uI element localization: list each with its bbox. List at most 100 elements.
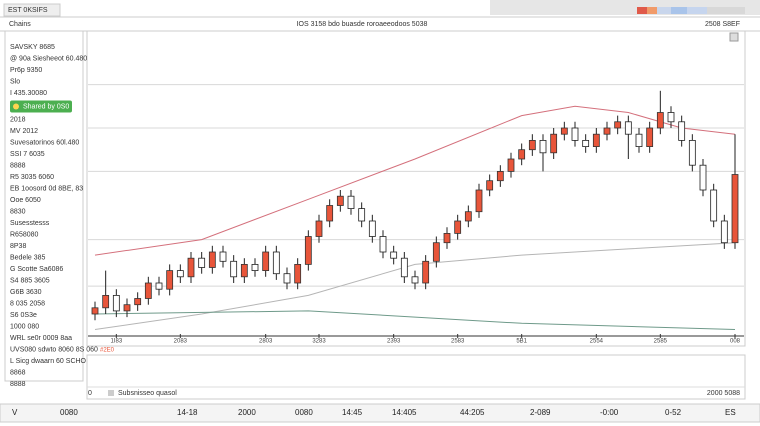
candle-body xyxy=(571,127,579,141)
candle-body xyxy=(390,251,398,259)
swatch xyxy=(671,7,687,14)
footer-cell: V xyxy=(12,408,18,417)
header-right: 2508 S8EF xyxy=(705,21,740,28)
candle-body xyxy=(272,251,280,275)
sidebar-item: 8888 xyxy=(10,162,26,169)
sidebar-item: R658080 xyxy=(10,231,39,238)
overlay-line xyxy=(94,242,736,330)
sidebar-item: S6 0S3e xyxy=(10,312,37,319)
candle-body xyxy=(144,282,152,299)
share-label[interactable]: Shared by 0S0 xyxy=(23,103,69,110)
sidebar-item: EB 1oosord 0d 8BE, 83 xyxy=(10,185,83,192)
candle-body xyxy=(422,260,430,284)
footer-cell: 44:205 xyxy=(460,408,485,417)
candle-body xyxy=(315,220,323,237)
x-tick-label: 2583 xyxy=(451,339,465,345)
candle-body xyxy=(528,139,536,151)
candle-body xyxy=(731,174,739,244)
candle-body xyxy=(123,304,131,312)
sidebar-item: Susesstesss xyxy=(10,220,50,227)
badge: EST 0KSIFS xyxy=(8,7,48,14)
share-button[interactable] xyxy=(10,100,72,113)
sidebar-item: G6B 3630 xyxy=(10,289,42,296)
footer-cell: 14:45 xyxy=(342,408,363,417)
footer-cell: -0:00 xyxy=(600,408,619,417)
swatch xyxy=(687,7,707,14)
sidebar-item: Pr6p 9350 xyxy=(10,67,42,74)
candle-body xyxy=(592,133,600,147)
candle-body xyxy=(155,282,163,290)
x-tick-label: 008 xyxy=(730,339,741,345)
candle-body xyxy=(507,158,515,172)
sidebar-item: 8888 xyxy=(10,381,26,388)
candle-body xyxy=(294,263,302,284)
candle-body xyxy=(486,180,494,191)
share-icon xyxy=(13,103,19,110)
sidebar-item: SAVSKY 8685 xyxy=(10,44,55,51)
sidebar-item: L Sicg dwaarn 60 SCHO xyxy=(10,358,87,365)
sidebar-item: WRL se0r 0009 8aa xyxy=(10,335,72,342)
candle-body xyxy=(699,164,707,191)
chart-panel xyxy=(86,30,746,347)
x-tick-label: 2554 xyxy=(590,339,604,345)
candle-body xyxy=(464,211,472,222)
candle-body xyxy=(475,189,483,213)
footer-cell: 0080 xyxy=(60,408,78,417)
lower-panel xyxy=(86,354,746,400)
sidebar-item: SSI 7 6035 xyxy=(10,151,45,158)
footer-cell: ES xyxy=(725,408,736,417)
x-tick-label: 1I83 xyxy=(110,339,122,345)
footer-cell: 0-52 xyxy=(665,408,682,417)
candle-body xyxy=(368,220,376,237)
header-center: IOS 3158 bdo buasde roroaeeodoos 5038 xyxy=(297,21,428,28)
candle-body xyxy=(176,270,184,278)
candle-body xyxy=(720,220,728,244)
sidebar-item: Suvesatorinos 60l.480 xyxy=(10,139,79,146)
candle-body xyxy=(379,236,387,253)
footer xyxy=(0,403,760,423)
lower-left: 0 xyxy=(88,390,92,397)
candle-body xyxy=(667,112,675,123)
candle-body xyxy=(646,127,654,148)
candle-body xyxy=(688,139,696,166)
sidebar-item: UVS080 sdwto 8060 8S 060 xyxy=(10,346,98,353)
candle-body xyxy=(187,257,195,278)
candle-body xyxy=(582,139,590,147)
x-tick-label: 2083 xyxy=(174,339,188,345)
sidebar-item: 8830 xyxy=(10,208,26,215)
sidebar-item: @ 90a Siesheeot 60.480 xyxy=(10,55,87,62)
candle-body xyxy=(304,236,312,265)
lower-legend: Subsnisseo quasol xyxy=(118,390,177,397)
sidebar-item: 8P38 xyxy=(10,243,26,250)
sidebar-item: MV 2012 xyxy=(10,128,38,135)
footer-cell: 14:405 xyxy=(392,408,417,417)
marker-label: #2E0 xyxy=(100,348,115,354)
candle-body xyxy=(240,263,248,278)
x-tick-label: 2803 xyxy=(259,339,273,345)
x-tick-label: 3283 xyxy=(312,339,326,345)
legend-swatch xyxy=(108,390,114,396)
overlay-line xyxy=(94,105,736,256)
candle-body xyxy=(198,257,206,268)
candle-body xyxy=(166,270,174,290)
candle-body xyxy=(614,121,622,129)
candle-body xyxy=(400,257,408,278)
badge-box xyxy=(3,3,61,17)
candle-body xyxy=(230,260,238,278)
candle-body xyxy=(208,251,216,268)
sidebar-item: I 435.30080 xyxy=(10,90,47,97)
swatch xyxy=(707,7,745,14)
candle-body xyxy=(91,307,99,315)
panel-button[interactable] xyxy=(729,32,739,42)
candle-body xyxy=(635,133,643,147)
footer-cell: 0080 xyxy=(295,408,313,417)
candle-body xyxy=(134,298,142,306)
candle-body xyxy=(358,208,366,222)
footer-cell: 2-089 xyxy=(530,408,551,417)
candle-body xyxy=(603,127,611,135)
sidebar-item: Ooe 6050 xyxy=(10,197,41,204)
lower-right: 2000 5088 xyxy=(707,390,740,397)
candle-body xyxy=(560,127,568,135)
